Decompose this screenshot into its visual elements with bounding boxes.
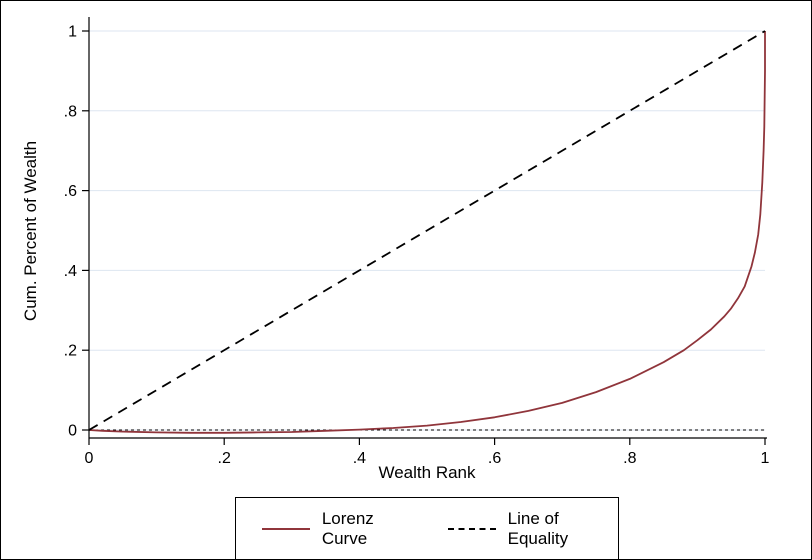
x-tick-label: .4 — [353, 450, 366, 467]
y-axis-label: Cum. Percent of Wealth — [21, 140, 40, 322]
lorenz-curve-line — [88, 31, 766, 434]
x-tick-label: .8 — [623, 450, 636, 467]
plot-svg: 0 .2 .4 .6 .8 1 0 .2 .4 .6 .8 1 — [64, 17, 770, 467]
x-tick-label: .6 — [488, 450, 501, 467]
y-tick-label: 0 — [68, 423, 77, 440]
y-tick-label: .2 — [64, 343, 77, 360]
x-tick-label: 0 — [85, 450, 94, 467]
x-tick-label: .2 — [218, 450, 231, 467]
y-tick-label: 1 — [68, 24, 77, 41]
x-tick-label: 1 — [761, 450, 770, 467]
y-tick-label: .6 — [64, 183, 77, 200]
legend-label-equality: Line of Equality — [507, 509, 569, 548]
legend-item-equality: Line of Equality — [447, 509, 592, 549]
line-of-equality-line — [88, 30, 766, 431]
y-tick-label: .4 — [64, 263, 77, 280]
legend-item-lorenz: Lorenz Curve — [262, 509, 396, 549]
x-axis-label: Wealth Rank — [378, 463, 476, 482]
lorenz-line-swatch — [262, 528, 310, 530]
equality-line-swatch — [447, 528, 496, 530]
legend-label-lorenz: Lorenz Curve — [321, 509, 374, 548]
y-tick-label: .8 — [64, 103, 77, 120]
legend: Lorenz Curve Line of Equality — [235, 497, 619, 559]
